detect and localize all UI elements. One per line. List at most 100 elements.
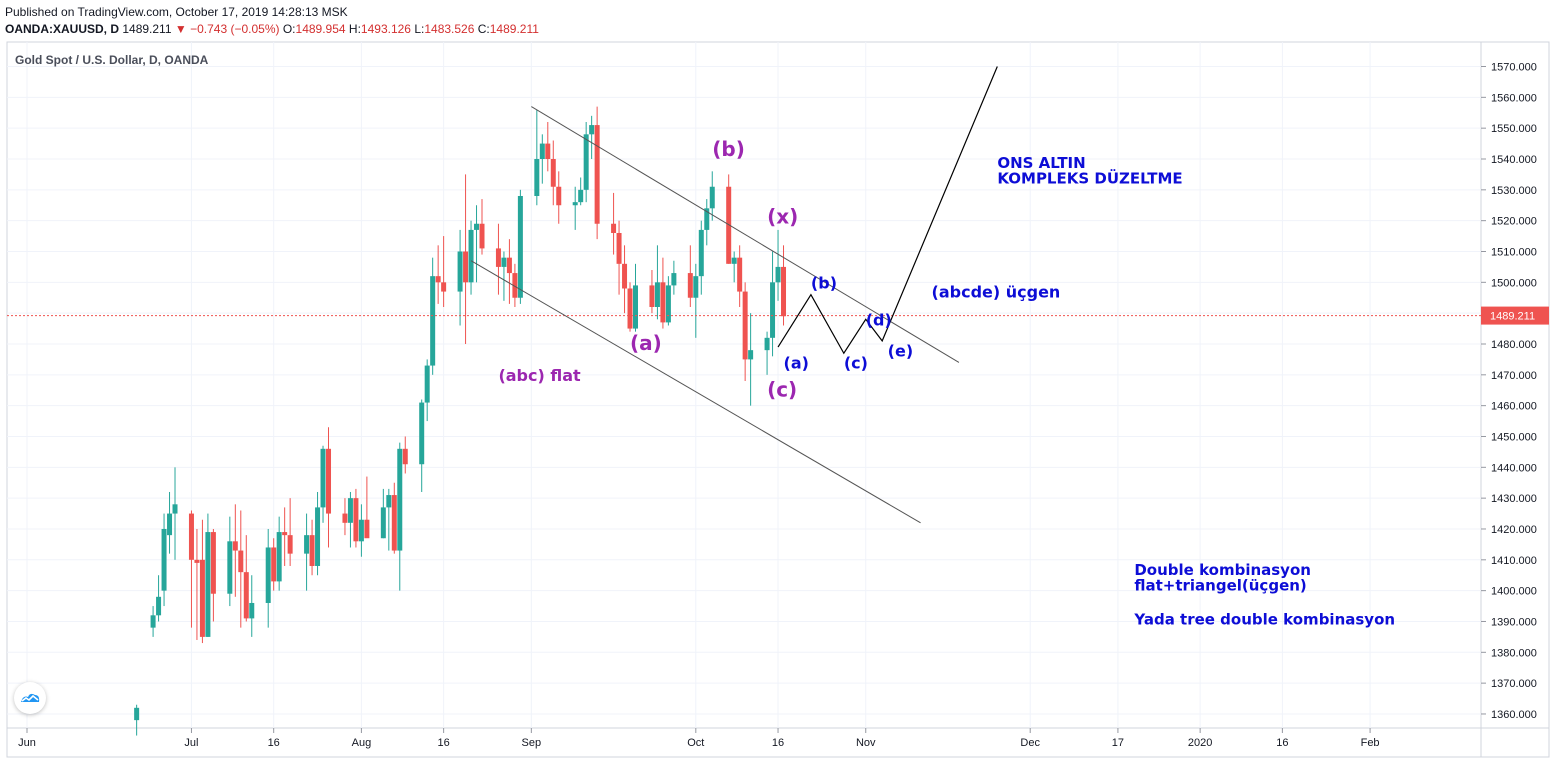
- candle: [188, 510, 194, 628]
- candle: [517, 189, 523, 304]
- annotation-dbl3: Yada tree double kombinasyon: [1133, 611, 1395, 629]
- candle-body: [550, 158, 556, 187]
- candle-body: [150, 615, 156, 628]
- candle-body: [276, 532, 282, 582]
- last-price-badge: [1481, 306, 1549, 325]
- candle-body: [698, 229, 704, 277]
- candle-body: [342, 513, 348, 523]
- candle-body: [287, 535, 293, 554]
- candle: [550, 140, 556, 206]
- candle-body: [501, 257, 507, 267]
- candle-body: [441, 282, 447, 292]
- y-tick-label: 1370.000: [1491, 678, 1537, 690]
- candle: [397, 442, 403, 591]
- candle: [748, 313, 754, 406]
- candle-body: [172, 504, 178, 514]
- candle-body: [134, 707, 140, 721]
- candle: [199, 519, 205, 644]
- y-tick-label: 1390.000: [1491, 616, 1537, 628]
- candle: [227, 516, 233, 607]
- candle: [474, 205, 480, 283]
- candle-body: [238, 550, 244, 573]
- y-tick-label: 1450.000: [1491, 431, 1537, 443]
- last-price-label: 1489.211: [1490, 311, 1535, 323]
- candle: [150, 606, 156, 637]
- candle: [134, 704, 140, 736]
- candle: [781, 245, 787, 326]
- y-tick-label: 1510.000: [1491, 246, 1537, 258]
- annotation-abc-flat: (abc) flat: [498, 366, 581, 385]
- candle: [611, 192, 617, 255]
- candle-body: [188, 513, 194, 560]
- candle: [424, 359, 430, 422]
- x-tick-label: Oct: [687, 737, 704, 749]
- candle: [660, 257, 666, 329]
- time-axis[interactable]: Jun Jul 16 Aug 16 Sep Oct 16 Nov Dec 17 2020 16 Feb: [18, 728, 1380, 749]
- last-price: 1489.211: [122, 22, 172, 36]
- candle-body: [594, 125, 600, 224]
- candle: [205, 513, 211, 637]
- x-tick-label: 17: [1112, 737, 1124, 749]
- x-tick-label: 16: [1276, 737, 1288, 749]
- candle: [463, 174, 469, 344]
- candle: [572, 186, 578, 230]
- x-tick-label: 16: [268, 737, 280, 749]
- x-tick-label: 16: [772, 737, 784, 749]
- y-tick-label: 1400.000: [1491, 586, 1537, 598]
- candle: [770, 251, 776, 357]
- annotation-a-blue: (a): [784, 354, 809, 373]
- candle-body: [205, 532, 211, 637]
- candle: [315, 491, 321, 576]
- y-tick-label: 1360.000: [1491, 709, 1537, 721]
- candle-body: [539, 143, 545, 159]
- candle-body: [249, 602, 255, 619]
- candlestick-series: [134, 106, 787, 736]
- candle-body: [430, 276, 436, 366]
- candle: [627, 282, 633, 332]
- candle-body: [424, 365, 430, 403]
- candle: [210, 528, 216, 622]
- candle: [556, 171, 562, 224]
- candle-body: [633, 285, 639, 329]
- candle: [698, 220, 704, 295]
- annotation-ons2: KOMPLEKS DÜZELTME: [997, 169, 1182, 188]
- x-tick-label: Feb: [1361, 737, 1380, 749]
- candle-body: [265, 547, 271, 603]
- candle-body: [391, 495, 397, 551]
- x-tick-label: Sep: [522, 737, 542, 749]
- y-tick-label: 1480.000: [1491, 339, 1537, 351]
- candle-body: [693, 276, 699, 298]
- y-tick-label: 1500.000: [1491, 277, 1537, 289]
- candle-body: [709, 186, 715, 209]
- x-tick-label: Aug: [352, 737, 372, 749]
- candle-body: [534, 158, 540, 196]
- candle: [583, 121, 589, 203]
- candle-body: [474, 223, 480, 230]
- candle-body: [687, 273, 693, 298]
- candle: [232, 504, 238, 597]
- candle-body: [243, 572, 249, 619]
- price-axis[interactable]: 1360.000 1370.000 1380.000 1390.000 1400.000…: [1481, 62, 1537, 721]
- candle-body: [512, 273, 518, 298]
- candle: [594, 106, 600, 240]
- candle: [287, 498, 293, 566]
- tradingview-logo[interactable]: [14, 682, 46, 714]
- candle: [402, 436, 408, 474]
- candle: [501, 251, 507, 301]
- candle-body: [468, 229, 474, 283]
- candle-body: [463, 251, 469, 283]
- y-tick-label: 1440.000: [1491, 462, 1537, 474]
- candle: [775, 229, 781, 301]
- candle: [616, 220, 622, 295]
- candle: [726, 174, 732, 264]
- channel-lower-line: [470, 260, 921, 524]
- candle: [764, 331, 770, 375]
- candle-body: [649, 285, 655, 307]
- candle-body: [770, 282, 776, 338]
- candle-body: [199, 559, 205, 637]
- annotation-c-blue: (c): [844, 354, 868, 373]
- annotation-ons1: ONS ALTIN: [997, 154, 1085, 172]
- candle-body: [589, 125, 595, 135]
- candle-body: [572, 202, 578, 206]
